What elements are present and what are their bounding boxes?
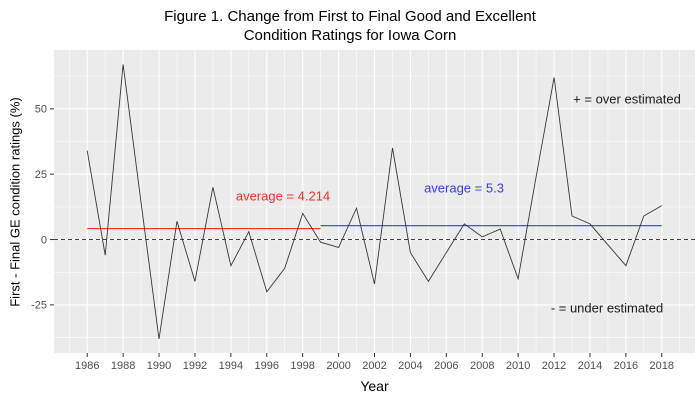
x-tick-label: 1986: [75, 360, 99, 372]
y-tick-label: 0: [41, 234, 47, 246]
y-tick-label: -25: [31, 300, 47, 312]
chart-title-line2: Condition Ratings for Iowa Corn: [243, 27, 457, 44]
annotation-over-estimated: + = over estimated: [573, 91, 681, 107]
x-axis-title: Year: [360, 378, 389, 394]
x-tick-label: 2002: [362, 360, 386, 372]
x-tick-label: 2004: [398, 360, 422, 372]
chart-title: Figure 1. Change from First to Final Goo…: [0, 7, 700, 45]
annotation-average-first-period: average = 4.214: [235, 188, 331, 204]
y-tick-label: 50: [35, 104, 47, 116]
y-axis-title: First - Final GE condition ratings (%): [7, 97, 23, 307]
x-tick-label: 2000: [326, 360, 350, 372]
x-tick-label: 1990: [147, 360, 171, 372]
x-tick-label: 1998: [290, 360, 314, 372]
x-tick-label: 2018: [650, 360, 674, 372]
chart-title-line1: Figure 1. Change from First to Final Goo…: [164, 8, 536, 25]
annotation-under-estimated: - = under estimated: [550, 300, 664, 316]
x-tick-label: 2006: [434, 360, 458, 372]
x-tick-label: 2012: [542, 360, 566, 372]
data-line: [86, 64, 663, 339]
x-tick-label: 2010: [506, 360, 530, 372]
x-tick-label: 2016: [614, 360, 638, 372]
x-tick-label: 1992: [183, 360, 207, 372]
x-tick-label: 2008: [470, 360, 494, 372]
y-tick-label: 25: [35, 169, 47, 181]
x-tick-label: 1996: [255, 360, 279, 372]
x-tick-label: 1988: [111, 360, 135, 372]
x-tick-label: 1994: [219, 360, 243, 372]
annotation-average-second-period: average = 5.3: [424, 180, 504, 196]
x-tick-label: 2014: [578, 360, 602, 372]
